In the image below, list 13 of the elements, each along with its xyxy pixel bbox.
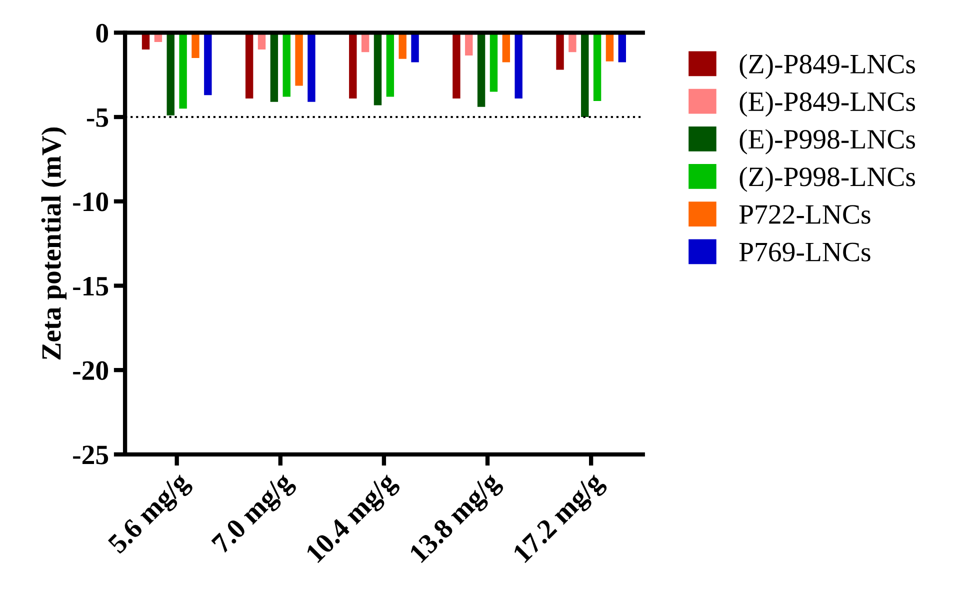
legend-label: (Z)-P849-LNCs [740,54,916,80]
y-tick-label: -25 [73,446,108,464]
legend-label: P769-LNCs [739,242,870,262]
legend-label: (E)-P849-LNCs [740,92,916,117]
y-axis-title: Zeta potential (mV) [41,127,66,360]
y-tick-label: -15 [73,277,108,296]
y-tick-label: -5 [86,108,108,127]
y-tick-label: 0 [96,24,108,43]
legend-label: (E)-P998-LNCs [740,129,916,154]
y-tick-label: -20 [73,361,108,380]
legend-label: (Z)-P998-LNCs [740,166,916,192]
legend-label: P722-LNCs [739,205,870,224]
y-tick-label: -10 [73,192,108,212]
